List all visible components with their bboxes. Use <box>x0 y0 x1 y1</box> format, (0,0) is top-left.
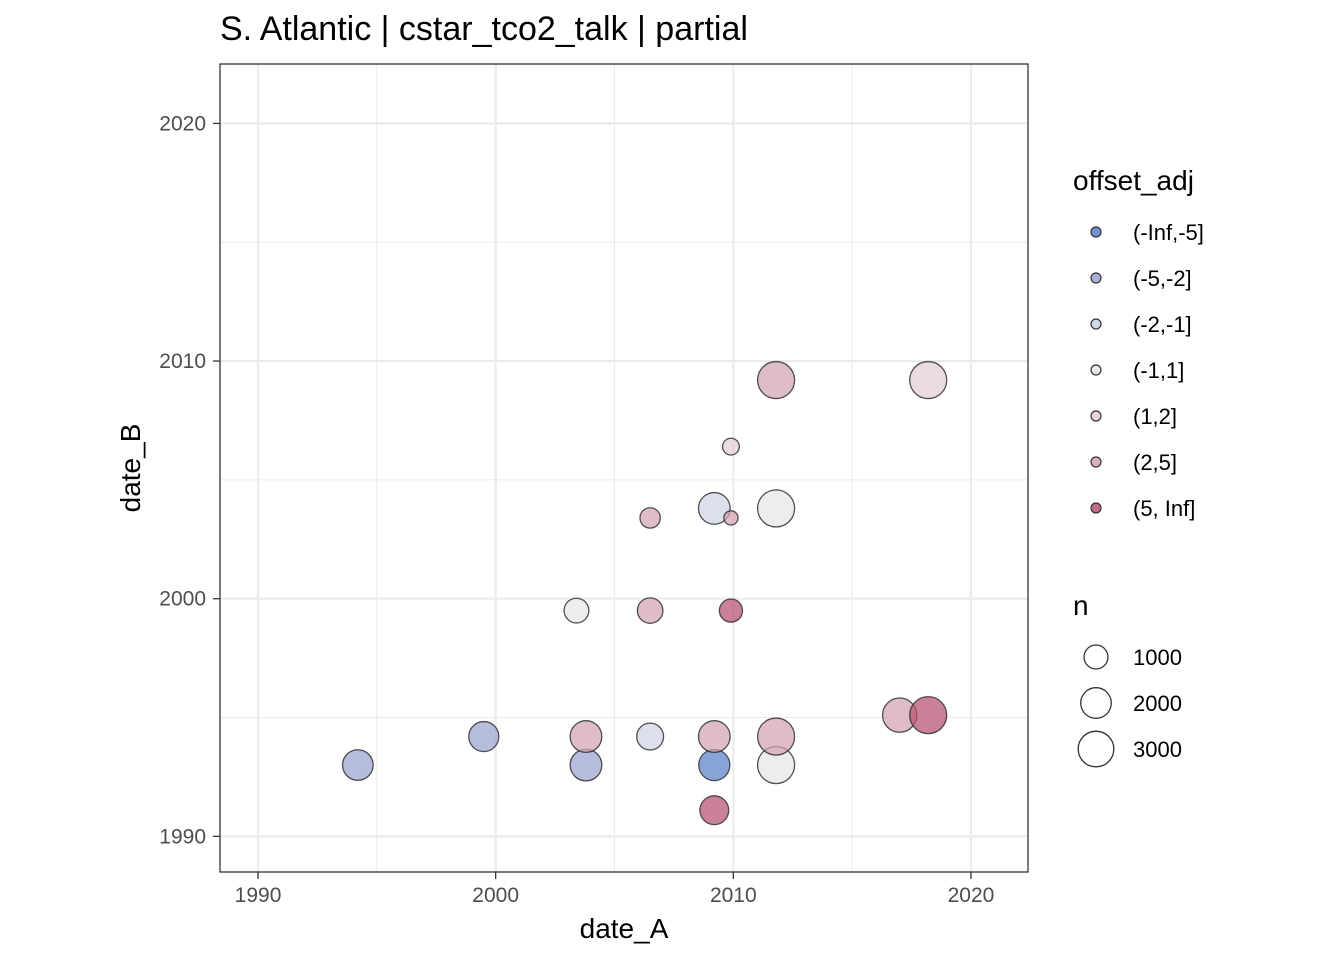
data-point <box>569 748 603 782</box>
y-tick-label: 1990 <box>159 825 206 848</box>
legend-color-swatch <box>1090 456 1102 468</box>
legend-size-swatch <box>1077 730 1115 768</box>
y-tick-label: 2010 <box>159 350 206 373</box>
data-point <box>697 720 731 754</box>
legend-color-swatch <box>1090 410 1102 422</box>
data-point <box>723 510 739 526</box>
legend-color-label: (-2,-1] <box>1133 312 1192 337</box>
legend-color-swatch <box>1090 364 1102 376</box>
data-point <box>756 360 796 400</box>
legend-size-label: 3000 <box>1133 737 1182 762</box>
x-axis-title: date_A <box>580 913 669 944</box>
data-point <box>909 360 948 400</box>
plot-panel <box>220 64 1028 872</box>
legend-color-label: (2,5] <box>1133 450 1177 475</box>
data-point <box>636 722 665 751</box>
x-axis: 1990 2000 2010 2020 <box>235 872 995 907</box>
color-legend: offset_adj (-Inf,-5] (-5,-2] (-2,-1] (-1,1]… <box>1073 165 1204 521</box>
chart-title: S. Atlantic | cstar_tco2_talk | partial <box>220 10 748 48</box>
data-point <box>699 795 730 826</box>
data-point <box>636 597 664 624</box>
data-point <box>909 696 948 735</box>
data-point <box>721 437 740 456</box>
legend-color-label: (-1,1] <box>1133 358 1184 383</box>
y-axis-title: date_B <box>115 424 146 513</box>
y-axis: 1990 2000 2010 2020 <box>159 112 220 848</box>
data-point <box>697 491 731 525</box>
data-point <box>756 489 796 528</box>
data-point <box>639 507 661 529</box>
legend-size-label: 2000 <box>1133 691 1182 716</box>
x-tick-label: 2020 <box>948 884 995 907</box>
y-tick-label: 2000 <box>159 588 206 611</box>
size-legend-title: n <box>1073 590 1089 621</box>
legend-color-swatch <box>1090 318 1102 330</box>
data-points <box>341 360 948 826</box>
x-tick-label: 1990 <box>235 884 282 907</box>
data-point <box>756 717 796 756</box>
legend-color-label: (1,2] <box>1133 404 1177 429</box>
legend-color-label: (-5,-2] <box>1133 266 1192 291</box>
grid-lines <box>220 64 1028 872</box>
color-legend-title: offset_adj <box>1073 165 1194 196</box>
x-tick-label: 2000 <box>472 884 519 907</box>
data-point <box>563 597 590 624</box>
legend-size-swatch <box>1083 644 1109 670</box>
legend-color-label: (-Inf,-5] <box>1133 220 1204 245</box>
legend-color-swatch <box>1090 272 1102 284</box>
data-point <box>718 598 744 623</box>
size-legend: n 1000 2000 3000 <box>1073 590 1182 768</box>
data-point <box>569 720 603 754</box>
legend-color-swatch <box>1090 502 1102 514</box>
x-tick-label: 2010 <box>710 884 757 907</box>
data-point <box>468 720 500 753</box>
data-point <box>341 749 374 781</box>
legend-color-label: (5, Inf] <box>1133 496 1195 521</box>
legend-size-swatch <box>1080 687 1112 719</box>
plot-border <box>219 63 1029 873</box>
y-tick-label: 2020 <box>159 112 206 135</box>
legend-size-label: 1000 <box>1133 645 1182 670</box>
legend-color-swatch <box>1090 226 1102 238</box>
data-point <box>698 748 731 782</box>
